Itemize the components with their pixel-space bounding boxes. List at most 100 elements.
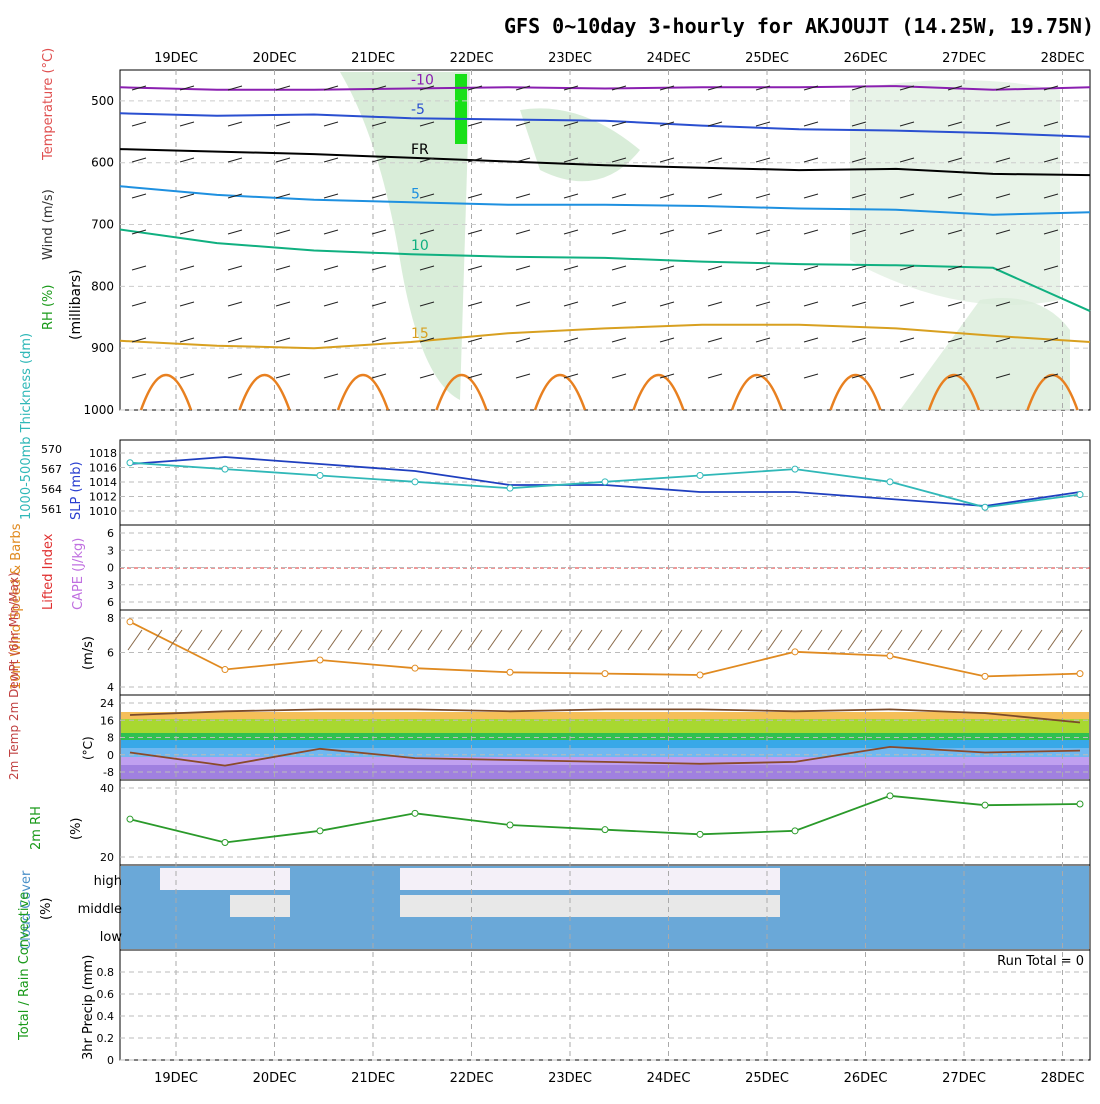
upper-wind-barb — [275, 337, 291, 343]
upper-wind-barb — [515, 121, 531, 127]
upper-wind-barb — [659, 265, 675, 271]
cloud-gap-high — [160, 868, 290, 890]
upper-wind-barb — [755, 121, 771, 127]
surface-wind-barb — [967, 629, 983, 651]
surface-wind-barb — [407, 629, 423, 651]
upper-wind-barb — [515, 157, 531, 163]
surface-wind-barb — [827, 629, 843, 651]
upper-wind-barb — [755, 85, 771, 91]
upper-wind-barb — [323, 337, 339, 343]
surface-wind-barb — [707, 629, 723, 651]
upper-wind-barb — [947, 229, 963, 235]
surface-wind-barb — [767, 629, 783, 651]
upper-wind-barb — [947, 337, 963, 343]
rh-shade-area — [850, 80, 1060, 305]
precip-tick: 0 — [107, 1054, 114, 1067]
upper-wind-barb — [1043, 85, 1059, 91]
precip-tick: 0.8 — [97, 966, 115, 979]
isotherm-label: 10 — [411, 238, 429, 254]
upper-wind-barb — [371, 229, 387, 235]
upper-wind-barb — [1043, 157, 1059, 163]
temp-ylabel-units: (°C) — [81, 736, 95, 760]
chart-title: GFS 0~10day 3-hourly for AKJOUJT (14.25W… — [504, 14, 1094, 38]
wind-tick: 8 — [107, 612, 114, 625]
upper-wind-barb — [563, 157, 579, 163]
pressure-tick: 500 — [91, 94, 114, 108]
surface-wind-barb — [867, 629, 883, 651]
surface-wind-barb — [947, 629, 963, 651]
temp-band — [121, 748, 1089, 757]
upper-ylabel-units: (millibars) — [68, 269, 84, 340]
thickness-point — [221, 465, 229, 473]
upper-wind-barb — [275, 373, 291, 379]
upper-wind-barb — [995, 301, 1011, 307]
upper-wind-barb — [899, 265, 915, 271]
upper-wind-barb — [275, 265, 291, 271]
upper-wind-barb — [515, 373, 531, 379]
upper-wind-barb — [803, 265, 819, 271]
surface-wind-barb — [747, 629, 763, 651]
upper-wind-barb — [707, 229, 723, 235]
upper-wind-barb — [323, 373, 339, 379]
upper-wind-barb — [611, 337, 627, 343]
rh-point — [221, 839, 229, 846]
cloud-level-label: high — [94, 874, 122, 889]
upper-wind-barb — [131, 265, 147, 271]
surface-wind-barb — [507, 629, 523, 651]
upper-wind-barb — [1043, 265, 1059, 271]
upper-wind-barb — [899, 301, 915, 307]
upper-wind-barb — [899, 193, 915, 199]
upper-wind-barb — [371, 337, 387, 343]
upper-wind-barb — [227, 121, 243, 127]
upper-wind-barb — [851, 193, 867, 199]
upper-wind-barb — [419, 373, 435, 379]
upper-wind-barb — [563, 193, 579, 199]
upper-wind-barb — [659, 85, 675, 91]
upper-wind-barb — [275, 229, 291, 235]
upper-wind-barb — [1043, 121, 1059, 127]
upper-wind-barb — [707, 121, 723, 127]
isotherm-line — [119, 148, 1091, 177]
upper-wind-barb — [179, 85, 195, 91]
surface-wind-barb — [467, 629, 483, 651]
upper-wind-barb — [659, 373, 675, 379]
wind-speed-point — [126, 618, 134, 626]
precip-ylabel-units: 3hr Precip (mm) — [81, 955, 96, 1060]
upper-wind-barb — [899, 85, 915, 91]
upper-wind-barb — [419, 229, 435, 235]
wind-speed-point — [791, 648, 799, 656]
rh-point — [696, 830, 704, 838]
upper-wind-barb — [899, 337, 915, 343]
upper-wind-barb — [179, 157, 195, 163]
thickness-point — [506, 484, 514, 492]
slp-tick: 1012 — [89, 491, 117, 504]
upper-wind-barb — [755, 157, 771, 163]
rh-point — [886, 792, 894, 800]
upper-wind-barb — [275, 301, 291, 307]
upper-wind-barb — [563, 265, 579, 271]
surface-wind-barb — [587, 629, 603, 651]
upper-wind-barb — [803, 229, 819, 235]
lifted-index-tick: 3 — [107, 579, 114, 592]
surface-wind-barb — [907, 629, 923, 651]
upper-wind-barb — [755, 229, 771, 235]
isotherm-label: -10 — [411, 73, 434, 89]
upper-wind-barb — [371, 193, 387, 199]
cloud-gap-middle — [230, 895, 290, 917]
upper-wind-barb — [419, 85, 435, 91]
upper-wind-barb — [179, 121, 195, 127]
surface-wind-barb — [487, 629, 503, 651]
upper-wind-barb — [131, 337, 147, 343]
cloud-level-label: middle — [78, 902, 122, 917]
rh-point — [316, 827, 324, 835]
upper-wind-barb — [275, 157, 291, 163]
panel-rh-frame — [119, 779, 1091, 866]
surface-wind-barb — [287, 629, 303, 651]
upper-wind-barb — [611, 193, 627, 199]
upper-wind-barb — [995, 229, 1011, 235]
thickness-point — [1076, 491, 1084, 499]
upper-wind-barb — [995, 337, 1011, 343]
precip-tick: 0.2 — [97, 1032, 115, 1045]
wind-ylabel: 10m Wind Speed & Barbs — [9, 523, 24, 690]
day-label-bottom: 20DEC — [253, 1071, 297, 1086]
